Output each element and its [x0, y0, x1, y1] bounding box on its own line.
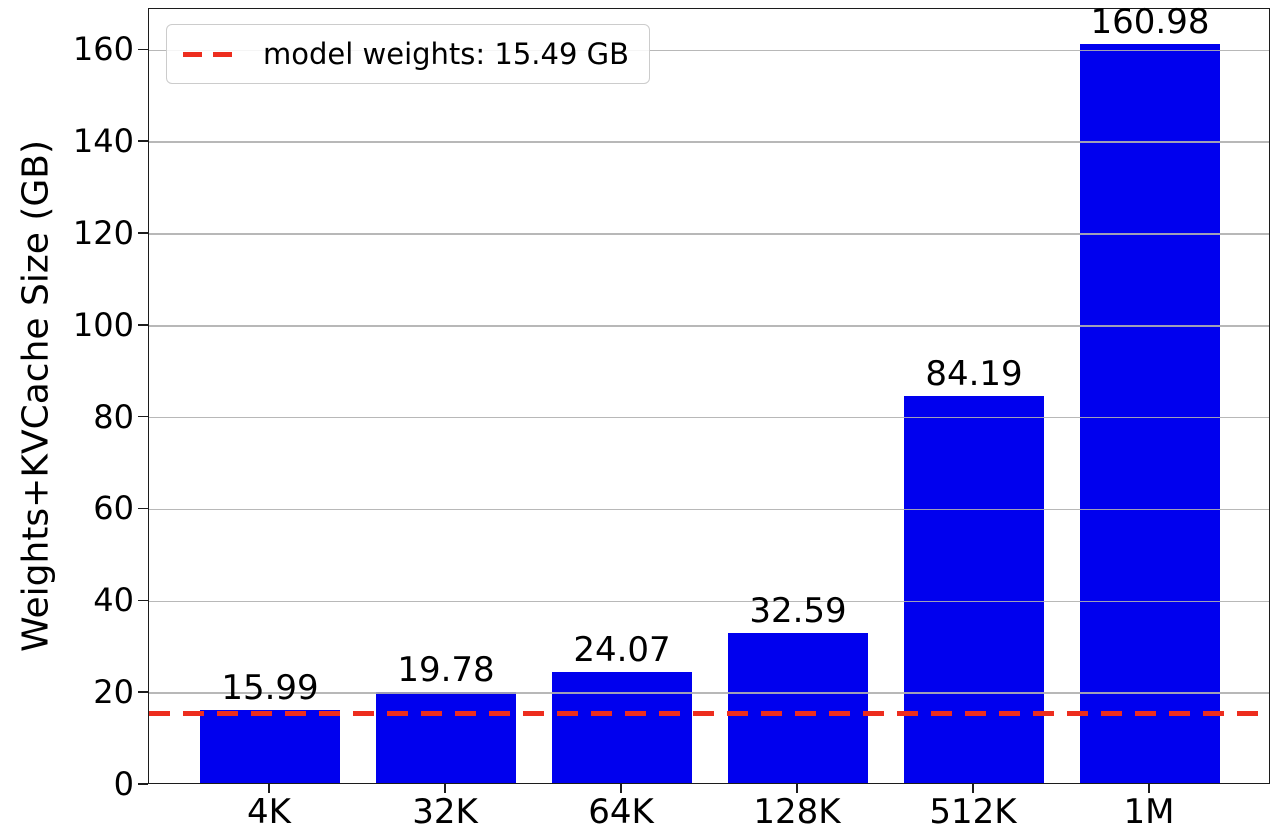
- x-tick: [620, 784, 622, 793]
- y-tick-label: 160: [72, 30, 134, 69]
- y-tick-label: 120: [72, 213, 134, 252]
- x-tick-label-32K: 32K: [412, 792, 478, 832]
- y-tick-label: 40: [93, 581, 134, 620]
- bar-value-label: 160.98: [1090, 1, 1210, 42]
- y-tick: [138, 599, 148, 602]
- y-tick-label: 60: [93, 489, 134, 528]
- bar-4K: [199, 709, 341, 783]
- x-tick-label-64K: 64K: [588, 792, 654, 832]
- y-tick-label: 80: [93, 397, 134, 436]
- x-tick: [1148, 784, 1150, 793]
- bar-64K: [551, 672, 693, 783]
- bar-value-label: 32.59: [749, 591, 847, 632]
- bar-512K: [903, 396, 1045, 783]
- gridline-y80: [149, 416, 1269, 419]
- x-tick: [268, 784, 270, 793]
- y-tick-label: 0: [113, 765, 134, 803]
- x-tick-label-128K: 128K: [753, 792, 841, 832]
- plot-area: model weights: 15.49 GB 15.99 19.78 24.07 3…: [148, 3, 1270, 784]
- y-tick: [138, 232, 148, 234]
- y-tick: [138, 507, 148, 510]
- legend-dashed-line-swatch: [183, 51, 241, 57]
- y-tick: [138, 783, 148, 785]
- legend-label: model weights: 15.49 GB: [263, 37, 629, 71]
- gridline-y100: [149, 325, 1269, 327]
- x-tick-label-4K: 4K: [247, 792, 291, 832]
- x-tick: [796, 784, 798, 793]
- y-tick: [138, 691, 148, 693]
- bar-value-label: 84.19: [925, 354, 1023, 395]
- bar-32K: [375, 692, 517, 783]
- gridline-y160: [149, 49, 1269, 52]
- bar-value-label: 15.99: [221, 667, 319, 708]
- x-tick: [444, 784, 446, 793]
- bar-value-label: 24.07: [573, 630, 671, 671]
- gridline-y20: [149, 692, 1269, 694]
- y-tick-label: 140: [72, 122, 134, 161]
- legend: model weights: 15.49 GB: [166, 24, 650, 84]
- y-tick: [138, 415, 148, 418]
- y-tick: [138, 324, 148, 326]
- x-tick-label-512K: 512K: [929, 792, 1017, 832]
- y-tick-label: 100: [72, 305, 134, 344]
- x-tick-label-1M: 1M: [1123, 792, 1175, 832]
- y-tick-label: 20: [93, 673, 134, 712]
- gridline-y120: [149, 233, 1269, 235]
- gridline-y60: [149, 508, 1269, 511]
- y-tick: [138, 48, 148, 51]
- x-tick: [972, 784, 974, 793]
- model-weights-threshold-line: [149, 711, 1269, 717]
- bar-value-label: 19.78: [397, 650, 495, 691]
- gridline-y40: [149, 600, 1269, 603]
- gridline-y140: [149, 141, 1269, 143]
- bar-1M: [1079, 43, 1221, 783]
- y-tick: [138, 140, 148, 142]
- bar-128K: [727, 633, 869, 783]
